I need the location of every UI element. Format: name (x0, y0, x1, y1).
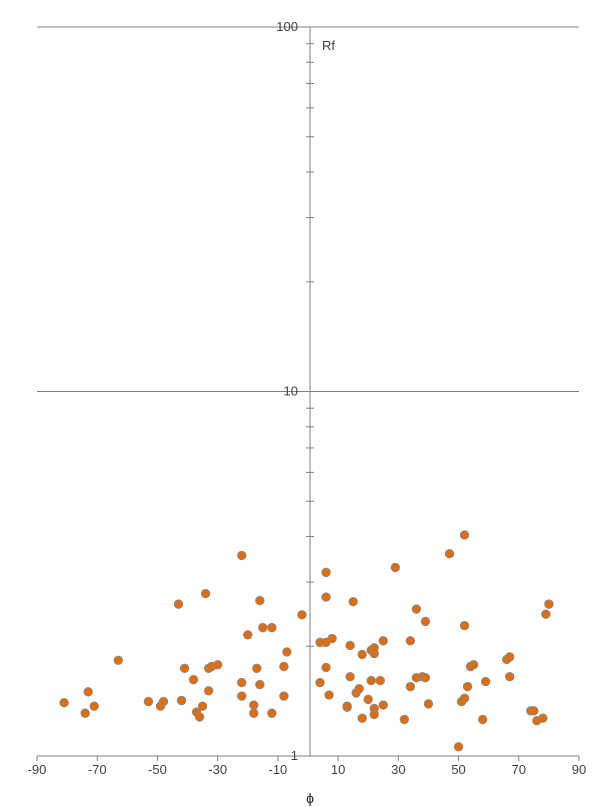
data-point (203, 686, 214, 696)
y-axis-title: Rf (322, 38, 335, 53)
data-point (80, 708, 90, 718)
data-point (249, 700, 259, 710)
data-point (480, 676, 491, 687)
data-point (321, 662, 331, 673)
data-point (420, 616, 431, 627)
data-point (544, 599, 554, 609)
data-point (405, 636, 416, 646)
data-point (459, 693, 470, 703)
data-point (321, 567, 331, 578)
data-point (423, 699, 434, 709)
data-point (453, 742, 464, 752)
x-tick-label: 50 (451, 762, 465, 777)
data-point (342, 701, 352, 711)
data-point (529, 706, 539, 716)
data-point (282, 647, 292, 657)
data-point (411, 604, 422, 614)
data-point (477, 714, 488, 725)
axes (36, 27, 580, 761)
x-tick-label: 70 (512, 762, 526, 777)
data-point (538, 713, 548, 723)
data-point (369, 643, 379, 653)
y-tick-label: 1 (291, 748, 298, 763)
data-point (505, 672, 515, 682)
x-tick-label: -30 (208, 762, 227, 777)
data-point (468, 660, 479, 670)
data-point (378, 636, 388, 646)
data-point (158, 696, 169, 707)
data-point (179, 663, 190, 674)
x-tick-labels: -90 -70 -50 -30 -10 10 30 50 70 90 (28, 762, 587, 777)
y-tick-label: 100 (276, 19, 298, 34)
data-point (237, 677, 247, 688)
y-tick-labels: 1 10 100 (276, 19, 298, 763)
data-point (324, 690, 334, 700)
data-point (369, 709, 379, 720)
x-tick-label: -70 (88, 762, 107, 777)
data-point (237, 691, 247, 701)
x-tick-label: -50 (148, 762, 167, 777)
data-point (243, 630, 253, 640)
data-point (279, 691, 289, 701)
data-point (444, 548, 455, 559)
data-point (459, 620, 470, 631)
data-point (315, 677, 325, 688)
data-point (297, 610, 307, 620)
data-point (375, 675, 385, 686)
data-point (267, 708, 277, 718)
data-point (188, 674, 199, 685)
data-point (363, 694, 373, 705)
x-tick-label: -10 (268, 762, 287, 777)
data-point (354, 683, 364, 694)
data-point (462, 681, 473, 692)
y-tick-label: 10 (284, 384, 298, 399)
data-point (345, 672, 355, 682)
data-point (173, 599, 184, 609)
data-point (89, 701, 99, 711)
data-point (459, 530, 470, 540)
data-points (59, 530, 554, 752)
data-point (366, 675, 376, 686)
data-point (113, 655, 124, 666)
data-point (357, 649, 367, 660)
data-point (541, 609, 551, 619)
data-point (378, 700, 388, 710)
x-tick-label: 30 (391, 762, 405, 777)
x-tick-label: 10 (331, 762, 345, 777)
data-point (348, 597, 358, 607)
data-point (249, 708, 259, 718)
data-point (197, 701, 208, 711)
data-point (399, 714, 410, 725)
data-point (321, 592, 331, 602)
data-point (255, 595, 265, 606)
data-point (327, 633, 337, 644)
data-point (212, 660, 223, 670)
data-point (390, 562, 401, 573)
data-point (200, 588, 211, 599)
data-point (59, 698, 69, 708)
x-axis-title: ϕ (306, 790, 314, 806)
data-point (252, 663, 262, 674)
data-point (279, 661, 289, 672)
data-point (405, 681, 416, 692)
data-point (143, 696, 154, 707)
data-point (194, 712, 205, 722)
data-point (237, 550, 247, 561)
data-point (420, 672, 431, 683)
data-point (505, 652, 515, 662)
x-tick-label: -90 (28, 762, 47, 777)
data-point (267, 622, 277, 633)
x-tick-label: 90 (572, 762, 586, 777)
data-point (357, 713, 367, 723)
data-point (258, 622, 268, 633)
data-point (83, 687, 93, 697)
data-point (176, 695, 187, 706)
data-point (345, 640, 355, 651)
data-point (255, 679, 265, 690)
